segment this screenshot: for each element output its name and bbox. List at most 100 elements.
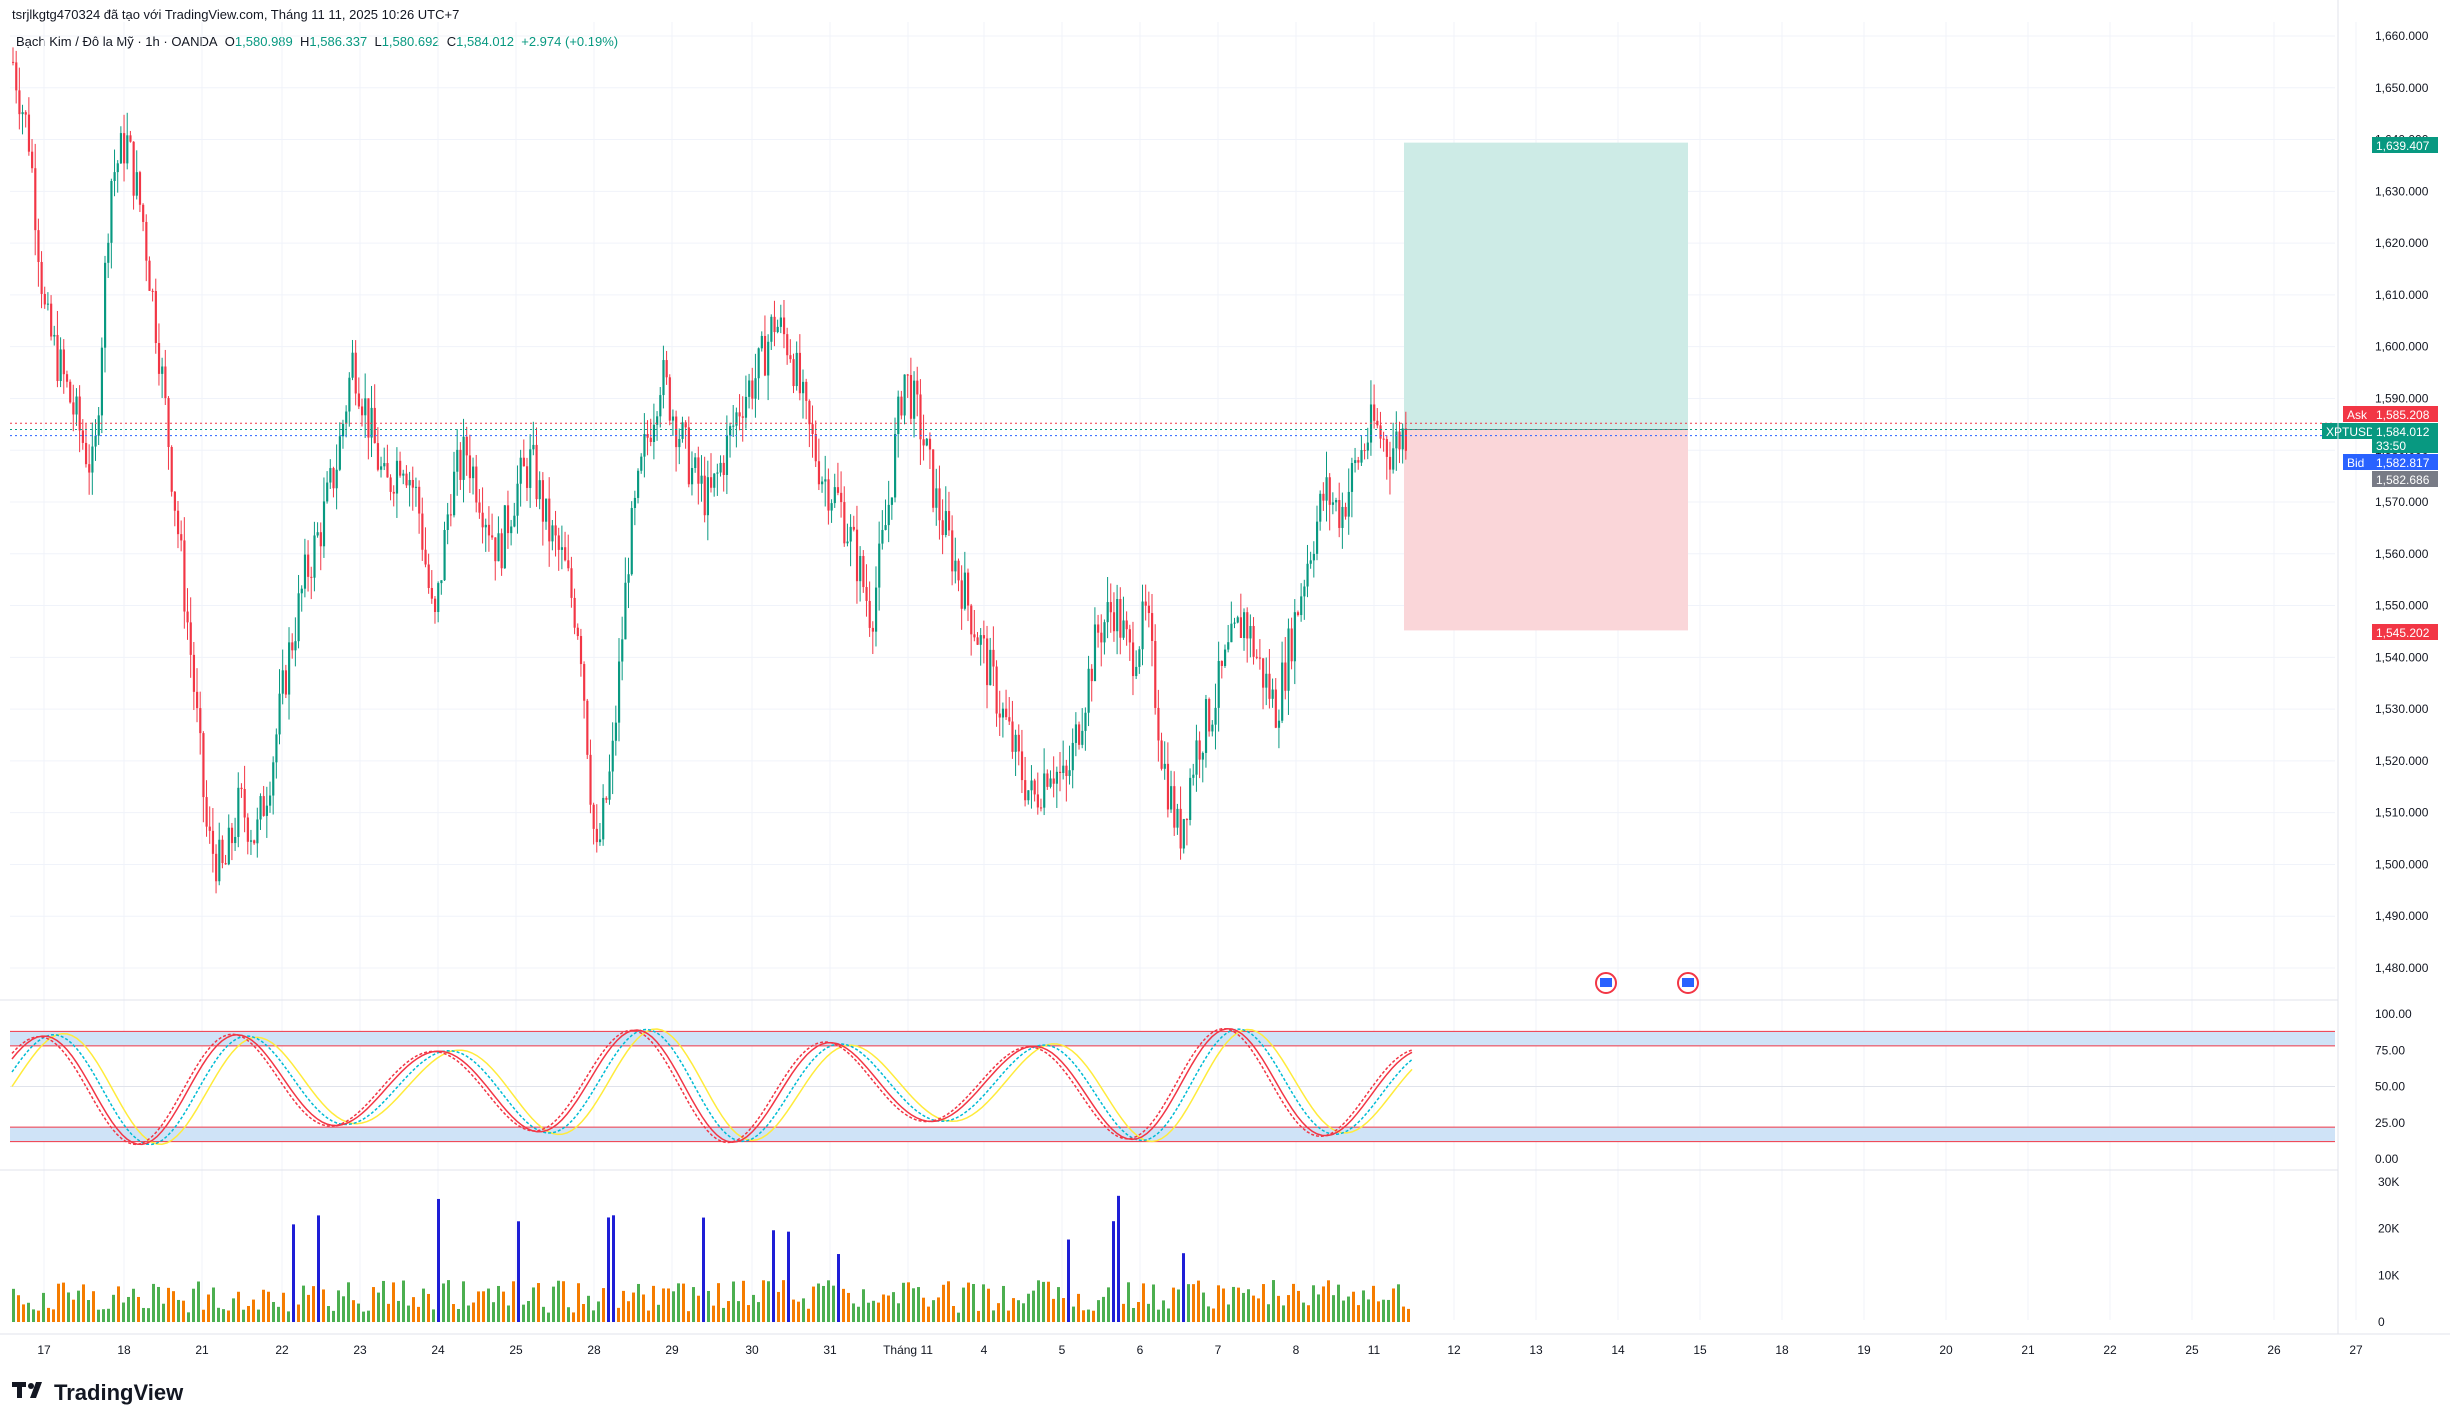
- candle-body: [215, 853, 218, 882]
- time-tick-label: 12: [1447, 1343, 1461, 1357]
- volume-bar: [467, 1305, 470, 1322]
- volume-bar: [507, 1305, 510, 1322]
- candle-body: [1277, 720, 1281, 728]
- volume-bar: [447, 1280, 450, 1322]
- volume-bar: [1227, 1304, 1230, 1322]
- candle-body: [497, 533, 500, 562]
- candle-body: [595, 828, 598, 843]
- volume-bar: [1027, 1293, 1030, 1322]
- volume-bar: [167, 1287, 170, 1322]
- candle-body: [944, 511, 947, 536]
- candle-body: [1017, 734, 1020, 752]
- candle-body: [123, 133, 126, 164]
- candle-body: [941, 520, 944, 536]
- candle-body: [230, 827, 234, 844]
- candle-body: [738, 412, 741, 417]
- candle-body: [1001, 708, 1005, 718]
- volume-bar: [147, 1308, 150, 1322]
- candle-body: [75, 396, 78, 415]
- candle-body: [21, 112, 24, 115]
- candle-body: [913, 380, 916, 419]
- candle-body: [278, 693, 281, 735]
- price-tag-label-bg: [2343, 406, 2372, 422]
- volume-bar: [912, 1288, 915, 1322]
- candle-body: [357, 393, 360, 407]
- candle-body: [583, 664, 586, 701]
- candle-body: [586, 700, 589, 755]
- candle-body: [1344, 506, 1347, 517]
- price-tick-label: 1,660.000: [2375, 29, 2429, 43]
- volume-bar: [1157, 1309, 1160, 1322]
- stoch-k-line: [11, 1028, 1413, 1146]
- price-tag-bg: [2372, 454, 2438, 470]
- candle-body: [684, 422, 687, 428]
- candle-body: [88, 464, 91, 473]
- volume-bar: [1192, 1284, 1195, 1322]
- candle-body: [951, 530, 954, 572]
- volume-bar: [1022, 1303, 1025, 1322]
- candle-body: [129, 135, 132, 142]
- volume-bar: [1182, 1253, 1185, 1322]
- candle-body: [494, 537, 497, 562]
- volume-bar: [1267, 1304, 1270, 1322]
- candle-body: [1109, 602, 1112, 613]
- volume-bar: [462, 1281, 465, 1322]
- volume-bar: [757, 1302, 760, 1322]
- volume-bar: [572, 1312, 575, 1322]
- volume-bar: [177, 1299, 180, 1322]
- candle-body: [1027, 790, 1030, 801]
- price-axis[interactable]: 1,660.0001,650.0001,640.0001,630.0001,62…: [2375, 29, 2429, 975]
- symbol-name[interactable]: Bạch Kim / Đô la Mỹ · 1h · OANDA: [16, 34, 218, 49]
- low-value: 1,580.692: [381, 34, 440, 49]
- chart-canvas[interactable]: 1,660.0001,650.0001,640.0001,630.0001,62…: [0, 0, 2450, 1380]
- position-tool[interactable]: [1404, 142, 1688, 631]
- time-tick-label: 17: [37, 1343, 51, 1357]
- volume-bar: [787, 1231, 790, 1322]
- volume-bar: [1262, 1284, 1265, 1322]
- profit-zone: [1404, 142, 1688, 430]
- volume-bar: [117, 1286, 120, 1322]
- time-tick-label: 21: [2021, 1343, 2035, 1357]
- candle-body: [1065, 765, 1068, 777]
- volume-bar: [797, 1301, 800, 1322]
- candle-body: [744, 396, 748, 418]
- volume-bar: [152, 1283, 155, 1322]
- candle-body: [1258, 657, 1262, 659]
- candle-body: [227, 827, 230, 865]
- volume-bar: [1127, 1282, 1130, 1322]
- volume-bar: [62, 1282, 65, 1322]
- time-axis[interactable]: 17 18 21 22 23 24 25 28 29 30 31 Tháng 11 4 5 6 7 8 11 12 1…: [0, 0, 2450, 1357]
- candle-body: [966, 572, 970, 606]
- volume-bar: [1197, 1280, 1200, 1322]
- candle-body: [548, 498, 551, 542]
- volume-bar: [527, 1300, 530, 1322]
- volume-bar: [607, 1217, 610, 1322]
- candle-body: [1366, 442, 1369, 451]
- volume-bar: [172, 1291, 175, 1322]
- candle-body: [589, 754, 592, 805]
- candle-body: [1087, 668, 1090, 713]
- candle-body: [453, 471, 456, 516]
- volume-bar: [52, 1309, 55, 1322]
- candle-body: [903, 374, 906, 416]
- candle-body: [310, 576, 313, 578]
- volume-bar: [1357, 1305, 1360, 1322]
- candle-body: [135, 172, 138, 196]
- candle-body: [938, 488, 941, 521]
- candle-body: [62, 349, 65, 375]
- volume-bar: [1242, 1292, 1245, 1322]
- candle-body: [890, 497, 894, 505]
- stochastic-panel[interactable]: [10, 1027, 2335, 1146]
- candle-body: [624, 582, 627, 640]
- candle-body: [1233, 622, 1236, 624]
- candle-body: [811, 424, 814, 435]
- volume-bar: [1062, 1298, 1065, 1322]
- candle-body: [240, 787, 243, 790]
- candle-body: [947, 511, 951, 531]
- volume-panel[interactable]: [12, 1195, 1410, 1322]
- candle-body: [208, 826, 211, 831]
- tradingview-logo[interactable]: TradingView: [12, 1380, 183, 1406]
- volume-bar: [207, 1294, 210, 1322]
- economic-events[interactable]: [1595, 972, 1699, 994]
- candle-body: [1335, 499, 1338, 503]
